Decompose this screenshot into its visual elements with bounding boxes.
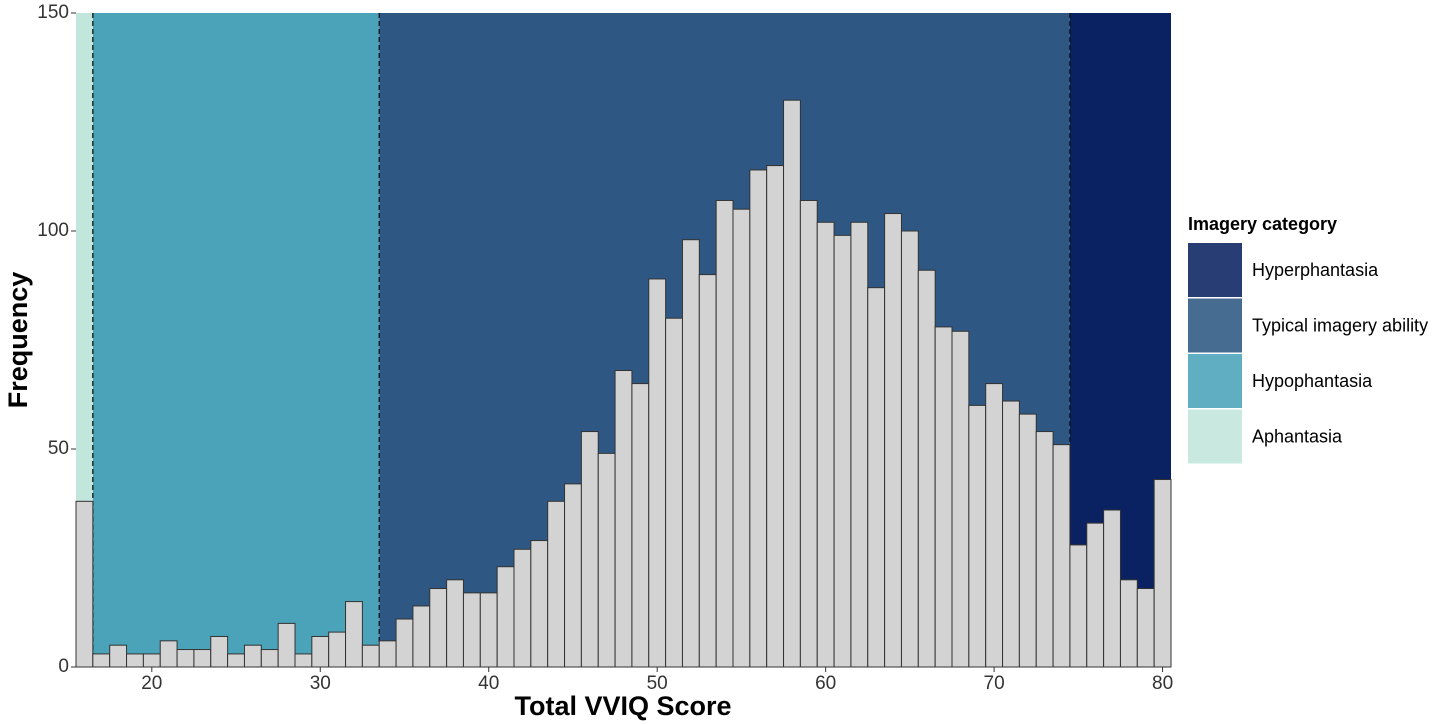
bar — [833, 234, 852, 668]
bar — [547, 500, 566, 668]
bar — [867, 287, 886, 668]
x-tick-label: 20 — [141, 673, 162, 694]
bar — [260, 649, 279, 668]
bar — [328, 631, 347, 668]
bar — [1052, 444, 1071, 668]
bar — [311, 635, 330, 668]
bar — [732, 208, 751, 668]
y-tick-label: 150 — [37, 2, 69, 23]
bar — [1103, 509, 1121, 668]
y-tick-label: 50 — [48, 438, 69, 459]
bar — [884, 213, 902, 668]
bar — [766, 165, 785, 668]
bar — [530, 540, 549, 668]
x-axis-label: Total VVIQ Score — [514, 691, 731, 721]
bar — [361, 644, 380, 668]
bar — [176, 649, 195, 668]
bar — [513, 548, 532, 668]
bar — [159, 640, 178, 668]
bar — [850, 221, 869, 668]
y-axis-label: Frequency — [3, 272, 33, 409]
bar — [277, 622, 296, 668]
x-tick-label: 50 — [647, 673, 668, 694]
bar — [92, 653, 111, 668]
bar — [816, 221, 835, 668]
legend-swatch — [1188, 354, 1242, 408]
bar — [126, 653, 144, 668]
bar — [985, 383, 1004, 668]
bar — [496, 566, 515, 668]
x-tick-label: 40 — [478, 673, 499, 694]
bar — [429, 588, 448, 668]
bar — [900, 230, 919, 668]
legend-swatch — [1188, 243, 1242, 297]
bar — [1069, 544, 1088, 668]
bar — [614, 370, 633, 668]
bar — [698, 274, 717, 668]
bar — [783, 99, 801, 668]
bar — [580, 431, 599, 668]
x-tick-label: 60 — [815, 673, 836, 694]
legend-title: Imagery category — [1188, 214, 1337, 234]
legend-swatch — [1188, 298, 1242, 353]
bar — [294, 653, 313, 668]
bar — [951, 330, 970, 668]
bar — [968, 404, 987, 668]
bar — [345, 601, 363, 668]
bar — [210, 635, 229, 668]
y-tick-label: 0 — [58, 656, 69, 677]
bar — [917, 269, 936, 668]
bar — [1035, 431, 1054, 668]
x-tick-label: 30 — [310, 673, 331, 694]
bar — [799, 199, 818, 668]
bar — [715, 199, 734, 668]
bar — [243, 644, 262, 668]
bar — [227, 653, 245, 668]
bar — [1018, 413, 1037, 668]
bar — [446, 579, 464, 668]
bar — [681, 239, 700, 668]
legend-swatch — [1188, 409, 1242, 464]
bar — [665, 317, 683, 668]
bar — [1136, 588, 1155, 668]
bar — [1153, 479, 1172, 668]
bar — [648, 278, 667, 668]
bar — [597, 452, 616, 668]
bar — [564, 483, 582, 668]
legend-label: Hyperphantasia — [1252, 260, 1379, 280]
legend-label: Aphantasia — [1252, 426, 1343, 446]
bar — [412, 605, 431, 668]
bar — [193, 649, 212, 668]
bar — [1086, 522, 1105, 668]
bar — [749, 169, 768, 668]
x-tick-label: 70 — [984, 673, 1005, 694]
bar — [142, 653, 161, 668]
legend-label: Typical imagery ability — [1252, 315, 1428, 335]
bar — [934, 326, 953, 668]
region — [92, 13, 380, 667]
bar — [75, 500, 94, 668]
bar — [1119, 579, 1138, 668]
bar — [109, 644, 128, 668]
y-tick-label: 100 — [37, 220, 69, 241]
bar — [631, 383, 650, 668]
bar — [395, 618, 414, 668]
bar — [462, 592, 481, 668]
bar — [1002, 400, 1020, 668]
x-tick-label: 80 — [1152, 673, 1173, 694]
bar — [378, 640, 397, 668]
bar — [479, 592, 498, 668]
legend-label: Hypophantasia — [1252, 371, 1373, 391]
